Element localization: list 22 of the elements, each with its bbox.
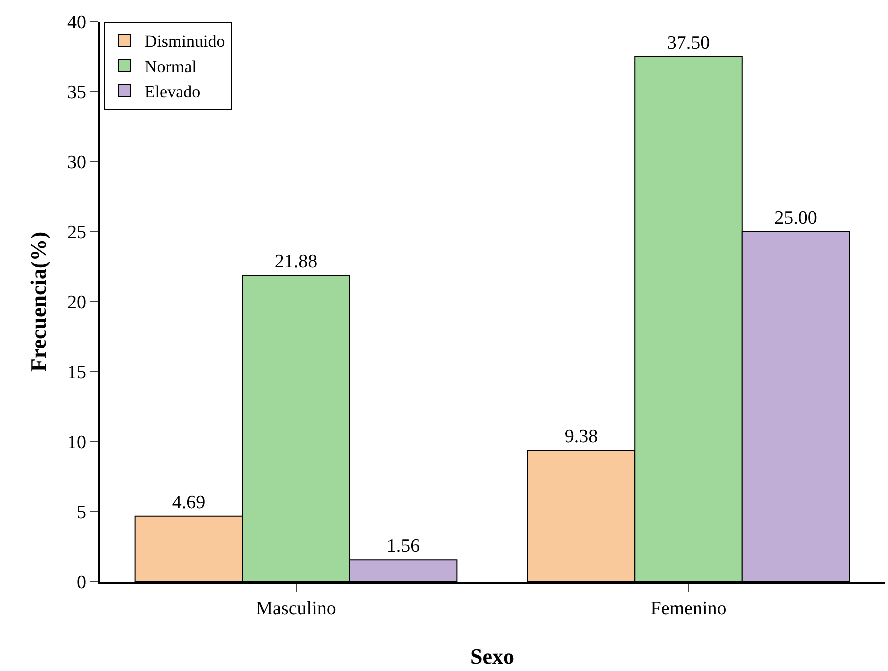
y-tick-label: 20 — [67, 292, 86, 314]
x-tick-label: Masculino — [256, 598, 336, 620]
x-axis-title: Sexo — [470, 644, 514, 669]
y-tick-label: 5 — [76, 502, 86, 524]
y-tick-label: 40 — [67, 12, 86, 34]
data-label: 1.56 — [386, 536, 420, 558]
legend-label: Disminuido — [144, 32, 226, 52]
legend-label: Elevado — [144, 82, 201, 102]
y-tick-label: 15 — [67, 362, 86, 384]
y-tick-label: 0 — [76, 572, 86, 594]
y-tick-label: 30 — [67, 152, 86, 174]
x-tick-label: Femenino — [650, 598, 727, 620]
y-tick-label: 10 — [67, 432, 86, 454]
data-label: 9.38 — [564, 426, 598, 448]
y-tick-label: 25 — [67, 222, 86, 244]
data-label: 21.88 — [274, 252, 318, 273]
y-axis-title: Frecuencia(%) — [26, 232, 51, 372]
legend-label: Normal — [144, 57, 198, 76]
data-label: 25.00 — [774, 208, 818, 229]
data-label: 37.50 — [667, 33, 710, 54]
data-label: 4.69 — [172, 492, 206, 514]
y-tick-label: 35 — [67, 82, 86, 104]
